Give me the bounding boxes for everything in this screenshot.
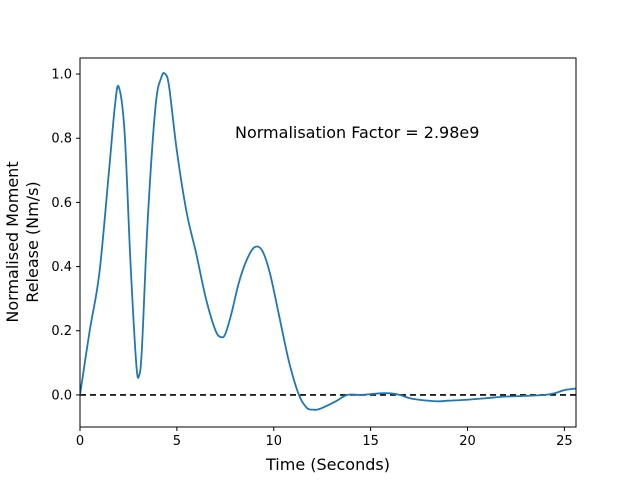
axis-ticks: 0 5 10 15 20 25 0.0 0.2 0.4 0.6 0.8 1.0 [51,68,572,449]
plot-area [79,57,577,428]
axes-frame [79,57,577,428]
y-tick-label-0: 0.0 [51,388,72,403]
x-tick-label-5: 25 [556,434,573,449]
normalisation-annotation: Normalisation Factor = 2.98e9 [235,123,479,142]
x-axis-label: Time (Seconds) [265,455,390,474]
series-line-0 [80,72,576,411]
y-tick-label-4: 0.8 [51,132,72,147]
y-axis-label-line-1: Normalised Moment [3,161,22,322]
x-tick-label-1: 5 [173,434,181,449]
y-tick-label-2: 0.4 [51,260,72,275]
x-tick-label-0: 0 [76,434,84,449]
y-axis-label-line-2: Release (Nm/s) [23,181,42,302]
x-tick-label-3: 15 [362,434,379,449]
x-tick-label-4: 20 [459,434,476,449]
y-tick-label-5: 1.0 [51,68,72,83]
x-tick-label-2: 10 [265,434,282,449]
y-tick-label-1: 0.2 [51,324,72,339]
y-tick-label-3: 0.6 [51,196,72,211]
